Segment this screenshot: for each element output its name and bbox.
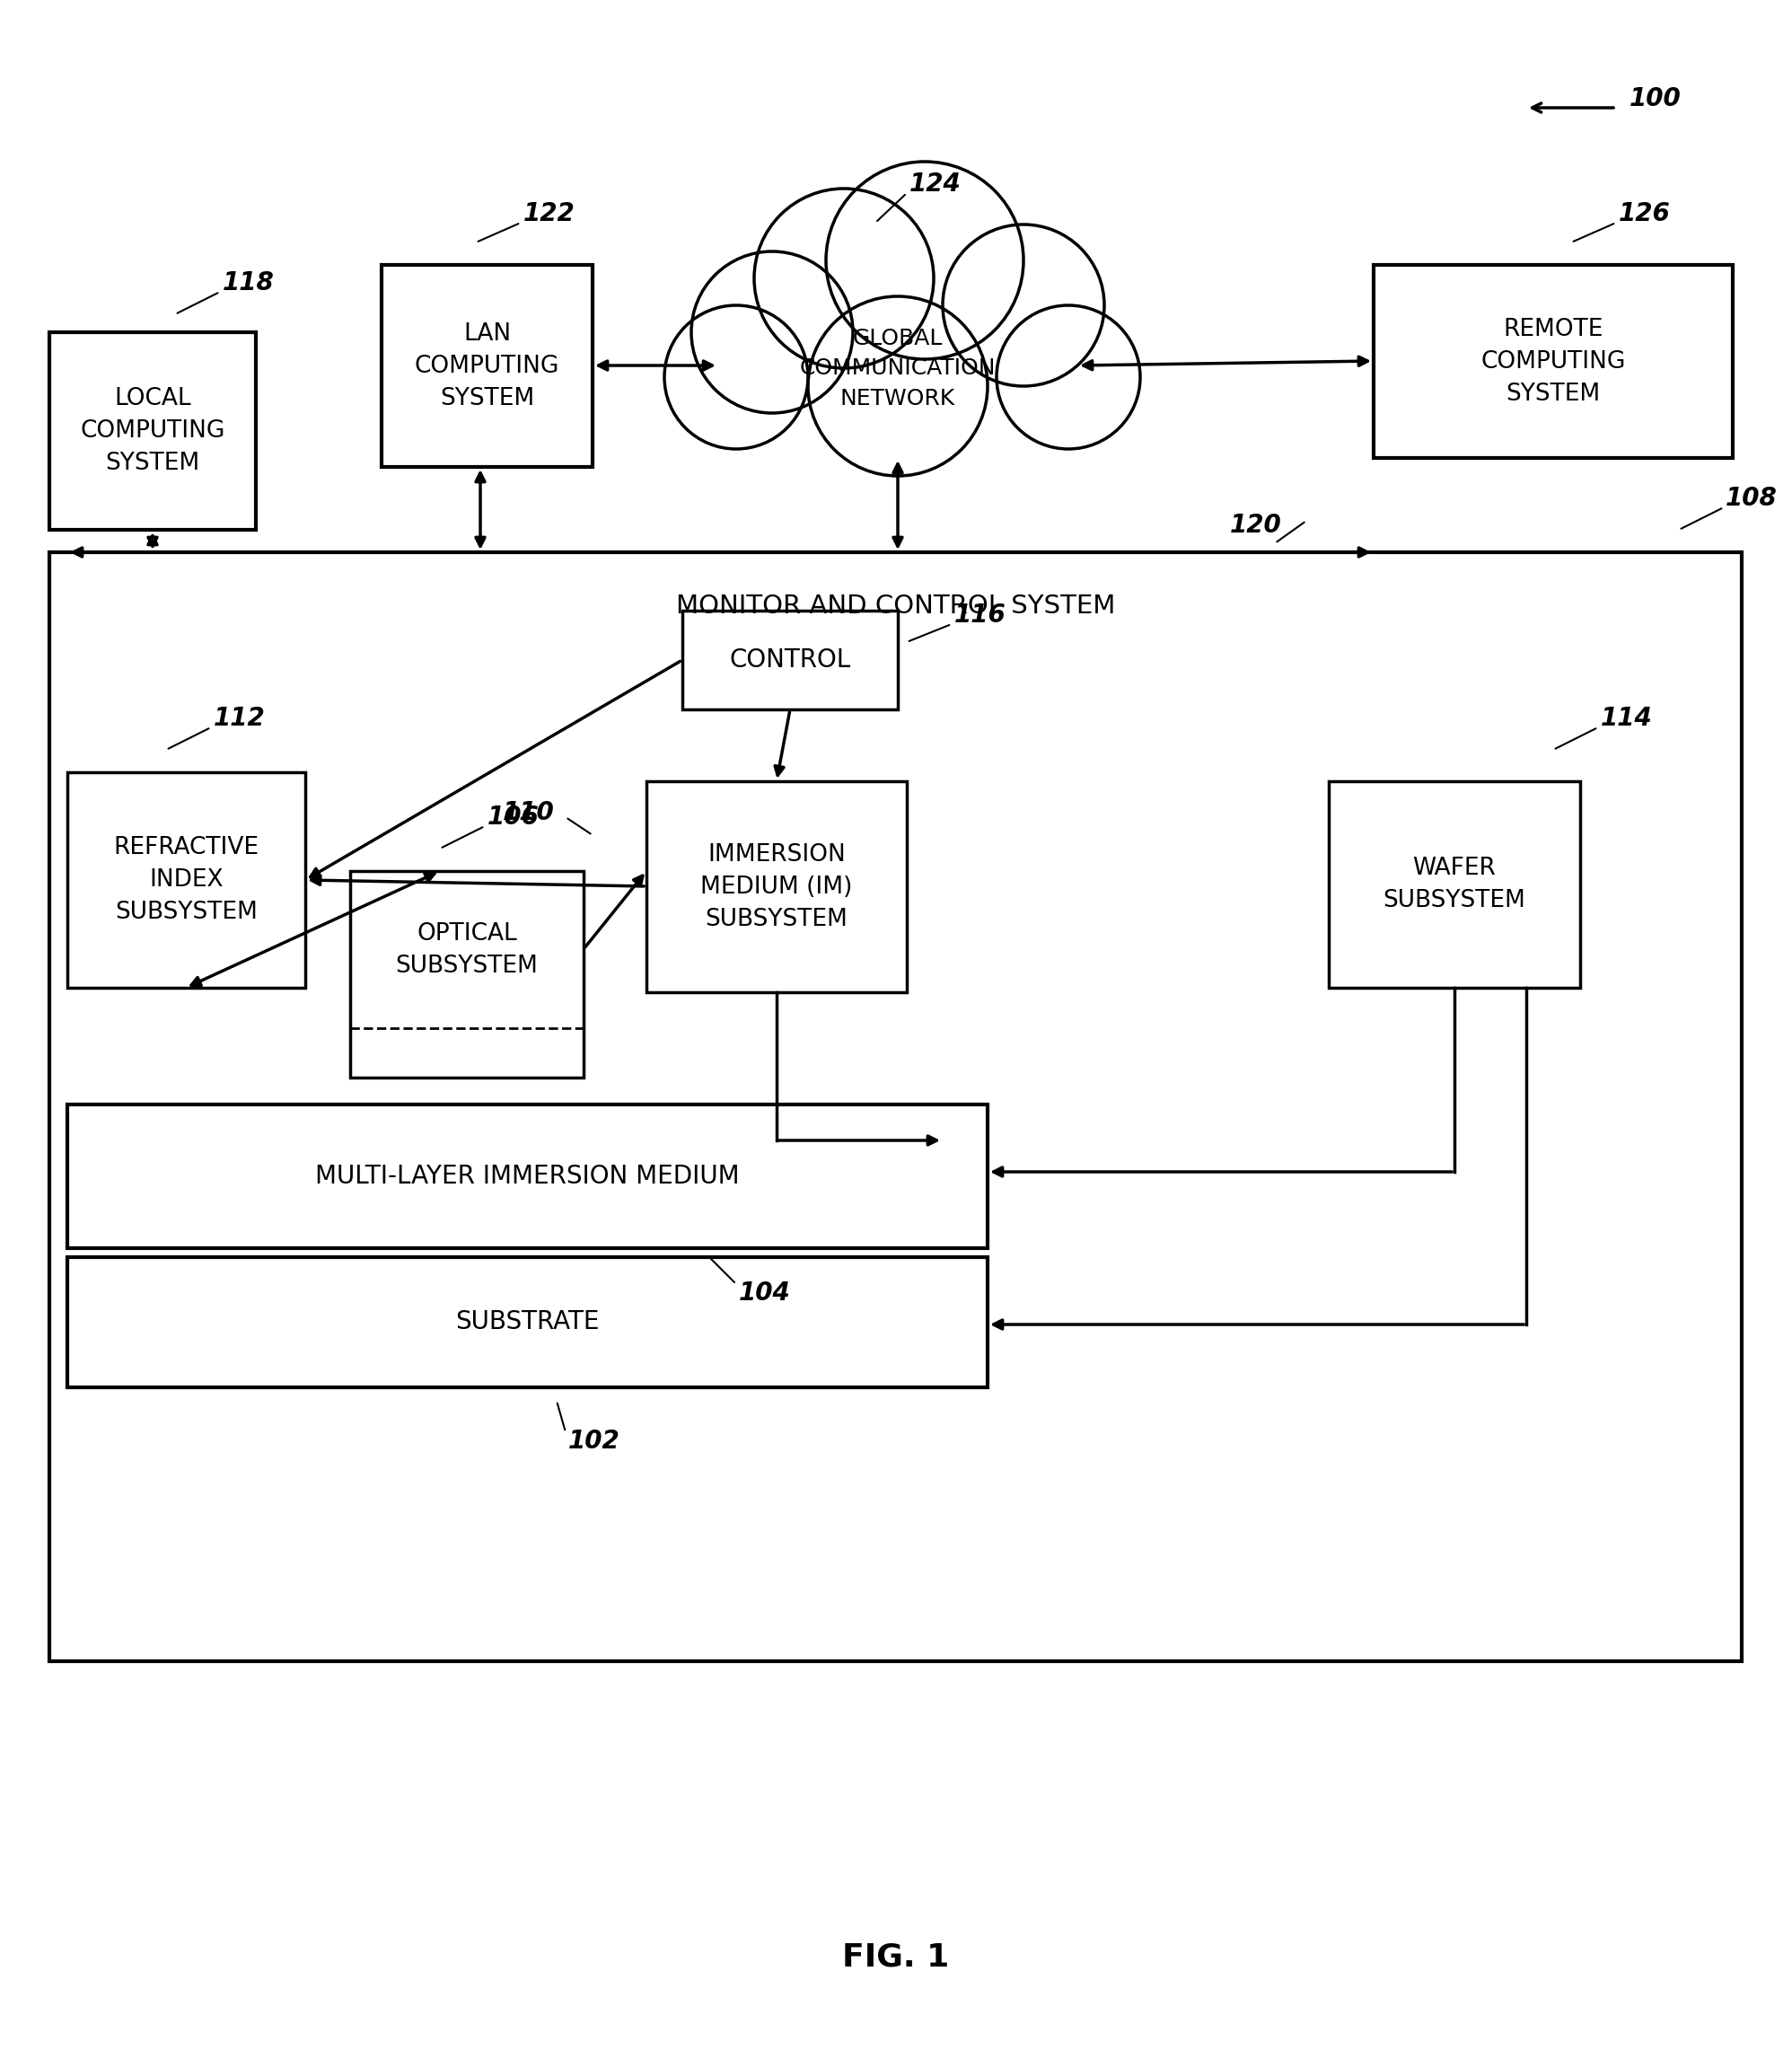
Text: REMOTE
COMPUTING
SYSTEM: REMOTE COMPUTING SYSTEM xyxy=(1480,316,1625,405)
Text: GLOBAL
COMMUNICATION
NETWORK: GLOBAL COMMUNICATION NETWORK xyxy=(799,327,996,409)
Circle shape xyxy=(665,306,808,449)
Text: 114: 114 xyxy=(1600,705,1652,730)
Bar xyxy=(382,265,593,467)
Circle shape xyxy=(943,225,1104,387)
Text: IMMERSION
MEDIUM (IM)
SUBSYSTEM: IMMERSION MEDIUM (IM) SUBSYSTEM xyxy=(701,844,853,931)
Bar xyxy=(68,771,305,989)
Text: 116: 116 xyxy=(955,602,1005,629)
Text: MONITOR AND CONTROL SYSTEM: MONITOR AND CONTROL SYSTEM xyxy=(676,594,1115,618)
Text: MULTI-LAYER IMMERSION MEDIUM: MULTI-LAYER IMMERSION MEDIUM xyxy=(315,1164,740,1189)
Bar xyxy=(349,871,584,1077)
Circle shape xyxy=(826,161,1023,360)
Bar xyxy=(68,1104,987,1249)
Circle shape xyxy=(754,188,934,368)
Circle shape xyxy=(996,306,1140,449)
Text: SUBSTRATE: SUBSTRATE xyxy=(455,1309,600,1334)
Text: 108: 108 xyxy=(1726,486,1778,511)
Text: CONTROL: CONTROL xyxy=(729,647,851,672)
Text: FIG. 1: FIG. 1 xyxy=(842,1942,950,1973)
Bar xyxy=(683,610,898,709)
Circle shape xyxy=(692,252,853,414)
Circle shape xyxy=(808,296,987,476)
Text: 104: 104 xyxy=(738,1280,790,1305)
Text: OPTICAL
SUBSYSTEM: OPTICAL SUBSYSTEM xyxy=(396,922,538,978)
Text: 110: 110 xyxy=(504,800,554,825)
Bar xyxy=(1328,782,1581,989)
Text: WAFER
SUBSYSTEM: WAFER SUBSYSTEM xyxy=(1383,856,1525,912)
Text: 126: 126 xyxy=(1618,201,1670,225)
Bar xyxy=(50,552,1742,1661)
Text: REFRACTIVE
INDEX
SUBSYSTEM: REFRACTIVE INDEX SUBSYSTEM xyxy=(113,835,260,924)
Text: 124: 124 xyxy=(910,172,961,196)
Text: 120: 120 xyxy=(1229,513,1281,538)
Bar xyxy=(647,782,907,993)
Text: LOCAL
COMPUTING
SYSTEM: LOCAL COMPUTING SYSTEM xyxy=(81,387,226,476)
Text: 102: 102 xyxy=(568,1429,620,1454)
Text: 100: 100 xyxy=(1629,87,1681,112)
Text: 112: 112 xyxy=(213,705,265,730)
Bar xyxy=(68,1257,987,1388)
Text: LAN
COMPUTING
SYSTEM: LAN COMPUTING SYSTEM xyxy=(414,323,559,409)
Text: 118: 118 xyxy=(222,271,274,296)
Bar xyxy=(1374,265,1733,457)
Text: 106: 106 xyxy=(487,804,539,829)
Bar xyxy=(50,333,256,529)
Text: 122: 122 xyxy=(523,201,575,225)
